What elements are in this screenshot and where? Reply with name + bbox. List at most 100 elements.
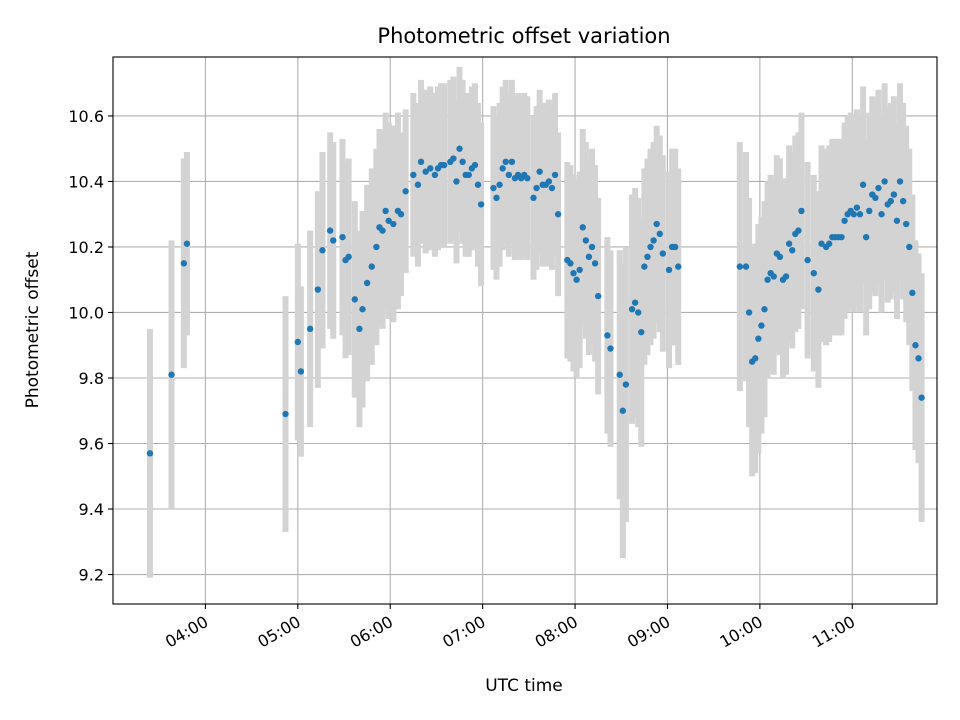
data-point [628,306,636,313]
data-point [656,230,663,238]
data-point [909,289,916,297]
data-point [410,171,417,179]
data-point [427,165,434,172]
data-point [591,260,599,267]
data-point [440,161,448,169]
data-point [319,247,326,254]
x-tick-label: 09:00 [624,612,673,652]
data-point [659,250,667,257]
data-point [906,243,913,251]
data-point [551,171,559,179]
data-point [306,325,314,333]
data-point [638,328,645,336]
y-axis-label: Photometric offset [23,251,43,408]
data-point [881,178,888,185]
data-point [422,168,429,175]
data-point [297,368,305,375]
data-point [825,240,833,247]
data-point [607,345,614,352]
data-point [755,335,762,342]
data-point [453,178,460,185]
data-point [573,276,580,283]
data-point [585,253,593,261]
y-tick-label: 10.4 [68,172,104,191]
data-point [579,224,586,231]
data-point [594,292,602,300]
data-point [782,273,790,280]
data-point [862,233,870,241]
data-point [785,240,793,247]
data-point [368,263,375,270]
data-point [465,171,472,179]
data-point [789,247,796,254]
data-point [588,243,596,251]
y-tick-label: 9.4 [79,500,104,519]
data-point [631,299,639,306]
data-point [390,220,397,228]
error-bars [146,66,925,578]
data-point [536,168,543,175]
data-point [490,184,497,192]
data-point [853,204,861,211]
y-axis-ticks: 9.2 9.4 9.6 9.8 10.0 10.2 10.4 10.6 [68,107,113,585]
chart-title: Photometric offset variation [377,24,670,48]
data-point [402,188,409,195]
y-tick-label: 10.6 [68,107,104,126]
x-tick-label: 07:00 [439,612,488,652]
data-point [180,260,188,267]
data-point [146,450,154,457]
data-point [795,227,802,234]
data-point [582,237,590,244]
data-point [866,207,873,215]
data-point [665,266,673,274]
x-tick-label: 05:00 [254,612,303,652]
data-point [887,197,894,205]
data-point [477,201,485,208]
data-point [752,355,759,362]
data-point [644,253,651,261]
data-point [856,211,864,218]
data-point [379,227,386,234]
x-tick-label: 10:00 [716,612,765,652]
data-point [899,197,907,205]
data-point [761,306,768,313]
data-point [859,181,867,188]
data-point [530,194,537,202]
data-point [622,381,630,388]
x-tick-label: 08:00 [532,612,581,652]
data-point [902,220,910,228]
data-point [878,211,885,218]
data-point [533,184,540,192]
data-point [554,211,562,218]
x-axis-ticks: 04:00 05:00 06:00 07:00 08:00 09:00 10:00 11:00 [162,604,858,652]
data-point [838,233,845,241]
data-point [373,243,380,251]
data-point [875,184,882,192]
data-point [758,322,765,329]
data-point [918,394,925,401]
data-point [745,309,753,316]
data-point [764,276,771,283]
data-point [576,266,583,274]
data-point [417,158,425,166]
data-point [474,181,482,188]
data-point [471,161,479,169]
data-point [397,211,405,218]
plot-frame [112,56,938,605]
data-point [502,158,509,166]
data-point [282,410,289,418]
data-point [567,260,574,267]
data-point [414,181,422,188]
data-point [604,332,611,339]
data-point [647,243,654,251]
data-point [351,296,359,303]
data-point [314,286,322,293]
data-point [385,217,392,224]
data-point [330,237,337,244]
data-point [570,269,577,277]
data-point [776,253,784,261]
data-point [818,240,825,247]
y-tick-label: 9.6 [79,435,104,454]
data-point [742,263,750,270]
